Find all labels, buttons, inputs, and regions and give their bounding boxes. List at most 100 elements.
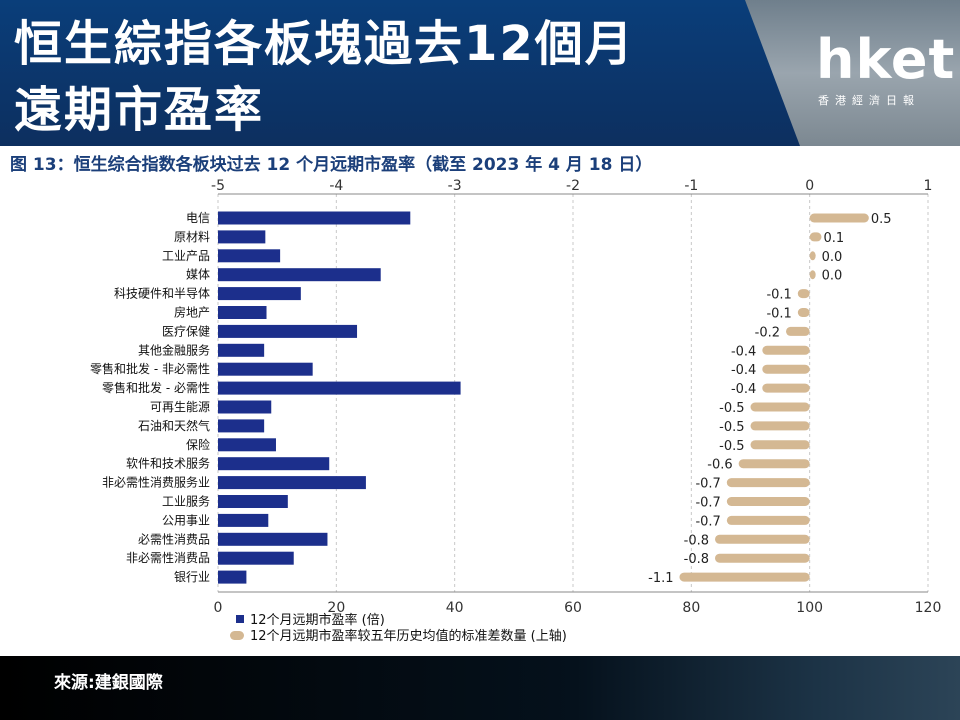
category-label: 原材料 — [174, 230, 210, 244]
category-label: 媒体 — [186, 268, 210, 282]
chart-area: 图 13：恒生综合指数各板块过去 12 个月远期市盈率（截至 2023 年 4 … — [0, 146, 960, 656]
legend-swatch-pe — [236, 615, 244, 623]
std-dev-bar — [809, 232, 822, 242]
pe-bar — [218, 249, 281, 263]
legend-label-std: 12个月远期市盈率较五年历史均值的标准差数量 (上轴) — [250, 628, 567, 644]
std-dev-label: -0.4 — [731, 344, 756, 359]
pe-bar — [218, 570, 247, 584]
pe-bar — [218, 495, 288, 508]
bottom-axis-tick-label: 40 — [446, 600, 464, 616]
std-dev-label: -0.5 — [719, 401, 744, 416]
std-dev-bar — [809, 251, 816, 261]
std-dev-bar — [715, 553, 810, 563]
bottom-axis-tick-label: 20 — [327, 600, 345, 616]
category-label: 银行业 — [174, 570, 210, 584]
std-dev-label: -0.8 — [684, 533, 709, 548]
page-title-line1: 恒生綜指各板塊過去12個月 — [14, 16, 635, 72]
pe-bar — [218, 457, 330, 471]
bottom-axis-tick-label: 0 — [214, 600, 223, 616]
std-dev-label: -0.2 — [755, 325, 780, 340]
category-label: 可再生能源 — [150, 400, 210, 414]
category-label: 必需性消费品 — [138, 532, 210, 546]
std-dev-bar — [786, 326, 810, 336]
std-dev-label: -0.1 — [766, 288, 791, 303]
top-axis-tick-label: -5 — [211, 178, 225, 194]
std-dev-bar — [750, 421, 810, 431]
category-label: 零售和批发 - 必需性 — [102, 380, 210, 395]
std-dev-label: -0.1 — [766, 307, 791, 322]
legend-swatch-std — [230, 631, 244, 640]
category-label: 房地产 — [174, 305, 210, 320]
std-dev-label: -0.5 — [719, 439, 744, 454]
category-label: 公用事业 — [162, 513, 210, 527]
top-axis-tick-label: 1 — [924, 178, 933, 194]
page-title-line2: 遠期市盈率 — [14, 82, 265, 138]
std-dev-label: -0.8 — [684, 552, 709, 567]
chart-svg: 0 20 40 60 80 100 120 -5 -4 -3 -2 -1 0 1 电信 0.5 原材料 0.1 工业… — [90, 178, 942, 644]
pe-bar — [218, 287, 301, 301]
bottom-axis-tick-label: 60 — [564, 600, 582, 616]
std-dev-bar — [809, 213, 869, 223]
pe-bar — [218, 419, 265, 433]
std-dev-bar — [762, 383, 810, 393]
std-dev-label: -0.4 — [731, 363, 756, 378]
std-dev-bar — [797, 289, 810, 299]
std-dev-label: -0.7 — [695, 514, 720, 529]
title-box: 恒生綜指各板塊過去12個月 遠期市盈率 — [0, 0, 800, 146]
std-dev-label: -0.6 — [707, 458, 732, 473]
pe-bar — [218, 513, 269, 527]
std-dev-label: 0.5 — [871, 212, 892, 227]
std-dev-label: 0.0 — [822, 269, 843, 284]
std-dev-bar — [762, 364, 810, 374]
std-dev-bar — [750, 440, 810, 450]
hket-logo: hket — [816, 28, 956, 91]
std-dev-label: 0.1 — [824, 231, 845, 246]
pe-bar — [218, 362, 313, 376]
std-dev-label: 0.0 — [822, 250, 843, 265]
category-label: 工业服务 — [162, 494, 210, 509]
category-label: 电信 — [186, 211, 210, 225]
bottom-axis-tick-label: 100 — [796, 600, 823, 616]
std-dev-bar — [715, 534, 810, 544]
category-label: 非必需性消费品 — [126, 551, 210, 565]
pe-bar — [218, 324, 358, 338]
top-axis-tick-label: -4 — [329, 178, 343, 194]
chart-title: 图 13：恒生综合指数各板块过去 12 个月远期市盈率（截至 2023 年 4 … — [10, 155, 653, 175]
std-dev-bar — [738, 459, 810, 469]
hket-logo-subtitle: 香港經濟日報 — [818, 94, 920, 107]
top-axis-tick-label: -1 — [684, 178, 698, 194]
category-label: 工业产品 — [162, 249, 210, 263]
legend-label-pe: 12个月远期市盈率 (倍) — [250, 612, 385, 628]
header-banner: 恒生綜指各板塊過去12個月 遠期市盈率 hket 香港經濟日報 — [0, 0, 960, 146]
bottom-axis-tick-label: 120 — [915, 600, 942, 616]
pe-bar — [218, 476, 366, 490]
std-dev-bar — [809, 270, 816, 280]
std-dev-bar — [679, 572, 810, 582]
pe-bar — [218, 532, 328, 546]
std-dev-bar — [726, 515, 810, 525]
std-dev-bar — [762, 345, 810, 355]
category-label: 科技硬件和半导体 — [114, 287, 210, 301]
pe-bar — [218, 343, 265, 357]
source-note: 來源:建銀國際 — [54, 673, 163, 693]
std-dev-label: -0.5 — [719, 420, 744, 435]
pe-bar — [218, 381, 461, 395]
pe-bar — [218, 438, 276, 452]
pe-bar — [218, 268, 381, 282]
category-label: 零售和批发 - 非必需性 — [90, 361, 210, 376]
pe-bar — [218, 211, 411, 225]
std-dev-label: -0.4 — [731, 382, 756, 397]
std-dev-label: -0.7 — [695, 477, 720, 492]
category-label: 保险 — [186, 437, 210, 452]
std-dev-bar — [726, 478, 810, 488]
category-label: 石油和天然气 — [138, 418, 210, 433]
std-dev-bar — [797, 308, 810, 317]
category-label: 医疗保健 — [162, 324, 210, 338]
category-label: 其他金融服务 — [138, 342, 210, 357]
top-axis-tick-label: 0 — [805, 178, 814, 194]
footer: 來源:建銀國際 — [0, 656, 960, 720]
pe-bar — [218, 306, 267, 319]
pe-bar — [218, 230, 266, 244]
std-dev-bar — [726, 497, 810, 506]
category-label: 软件和技术服务 — [126, 456, 210, 471]
